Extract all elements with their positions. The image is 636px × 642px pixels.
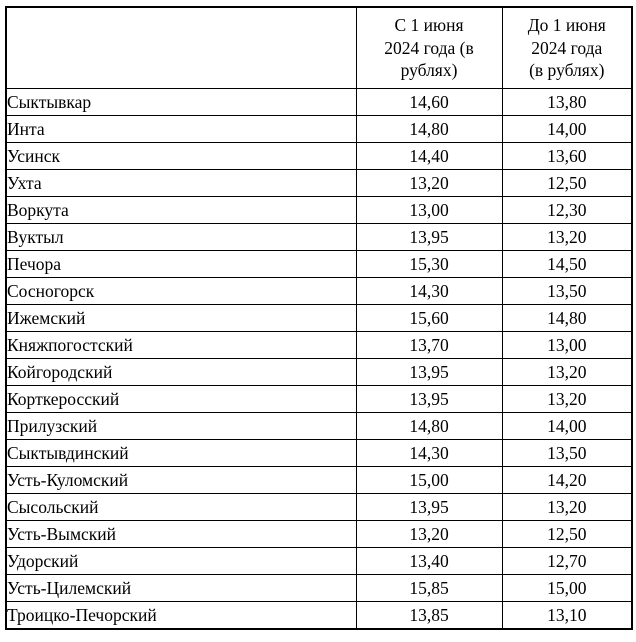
price-before-june: 13,60 — [501, 142, 633, 170]
territory-name: Усть-Куломский — [5, 466, 357, 494]
table-row: Княжпогостский 13,70 13,00 — [5, 331, 633, 359]
table-row: Ижемский 15,60 14,80 — [5, 304, 633, 332]
table-row: Сыктывдинский 14,30 13,50 — [5, 439, 633, 467]
table-row: Печора 15,30 14,50 — [5, 250, 633, 278]
price-from-june: 15,85 — [355, 574, 503, 602]
table-row: Сысольский 13,95 13,20 — [5, 493, 633, 521]
table-row: Койгородский 13,95 13,20 — [5, 358, 633, 386]
price-before-june: 13,50 — [501, 277, 633, 305]
price-before-june: 12,50 — [501, 520, 633, 548]
territory-name: Троицко-Печорский — [5, 601, 357, 630]
price-from-june: 14,30 — [355, 439, 503, 467]
table-row: Усть-Цилемский 15,85 15,00 — [5, 574, 633, 602]
territory-name: Удорский — [5, 547, 357, 575]
territory-name: Прилузский — [5, 412, 357, 440]
price-before-june: 12,30 — [501, 196, 633, 224]
table-row: Усинск 14,40 13,60 — [5, 142, 633, 170]
price-from-june: 14,80 — [355, 412, 503, 440]
price-from-june: 13,20 — [355, 520, 503, 548]
price-from-june: 13,70 — [355, 331, 503, 359]
territory-name: Койгородский — [5, 358, 357, 386]
price-from-june: 14,60 — [355, 88, 503, 116]
price-before-june: 14,80 — [501, 304, 633, 332]
price-before-june: 12,50 — [501, 169, 633, 197]
price-before-june: 12,70 — [501, 547, 633, 575]
table-row: Вуктыл 13,95 13,20 — [5, 223, 633, 251]
price-before-june: 13,50 — [501, 439, 633, 467]
territory-name: Сосногорск — [5, 277, 357, 305]
price-from-june: 13,95 — [355, 493, 503, 521]
price-from-june: 13,85 — [355, 601, 503, 630]
price-before-june: 14,00 — [501, 115, 633, 143]
table-row: Воркута 13,00 12,30 — [5, 196, 633, 224]
col-header-from-june: С 1 июня 2024 года (в рублях) — [355, 6, 503, 89]
header-row: С 1 июня 2024 года (в рублях) До 1 июня … — [5, 6, 633, 89]
table-row: Корткеросский 13,95 13,20 — [5, 385, 633, 413]
price-from-june: 15,00 — [355, 466, 503, 494]
territory-name: Усинск — [5, 142, 357, 170]
price-before-june: 13,00 — [501, 331, 633, 359]
price-from-june: 13,40 — [355, 547, 503, 575]
table-row: Удорский 13,40 12,70 — [5, 547, 633, 575]
price-before-june: 14,20 — [501, 466, 633, 494]
price-before-june: 13,80 — [501, 88, 633, 116]
tariff-table: С 1 июня 2024 года (в рублях) До 1 июня … — [5, 6, 633, 630]
price-from-june: 13,95 — [355, 385, 503, 413]
price-before-june: 13,20 — [501, 493, 633, 521]
table-row: Усть-Куломский 15,00 14,20 — [5, 466, 633, 494]
territory-name: Ухта — [5, 169, 357, 197]
table-row: Ухта 13,20 12,50 — [5, 169, 633, 197]
price-before-june: 13,20 — [501, 358, 633, 386]
territory-name: Сыктывдинский — [5, 439, 357, 467]
price-from-june: 13,95 — [355, 223, 503, 251]
price-from-june: 13,00 — [355, 196, 503, 224]
price-from-june: 15,30 — [355, 250, 503, 278]
territory-name: Вуктыл — [5, 223, 357, 251]
price-from-june: 15,60 — [355, 304, 503, 332]
territory-name: Печора — [5, 250, 357, 278]
territory-name: Княжпогостский — [5, 331, 357, 359]
table-row: Усть-Вымский 13,20 12,50 — [5, 520, 633, 548]
price-before-june: 13,20 — [501, 223, 633, 251]
territory-name: Усть-Вымский — [5, 520, 357, 548]
territory-name: Корткеросский — [5, 385, 357, 413]
table-row: Инта 14,80 14,00 — [5, 115, 633, 143]
territory-name: Ижемский — [5, 304, 357, 332]
table-row: Прилузский 14,80 14,00 — [5, 412, 633, 440]
table-row: Сыктывкар 14,60 13,80 — [5, 88, 633, 116]
price-from-june: 14,80 — [355, 115, 503, 143]
table-body: Сыктывкар 14,60 13,80 Инта 14,80 14,00 Усинс… — [5, 88, 633, 630]
tariff-table-container: С 1 июня 2024 года (в рублях) До 1 июня … — [5, 6, 633, 630]
price-from-june: 14,30 — [355, 277, 503, 305]
price-from-june: 13,20 — [355, 169, 503, 197]
price-before-june: 14,00 — [501, 412, 633, 440]
col-header-before-june: До 1 июня 2024 года (в рублях) — [501, 6, 633, 89]
price-from-june: 13,95 — [355, 358, 503, 386]
price-before-june: 13,10 — [501, 601, 633, 630]
price-before-june: 13,20 — [501, 385, 633, 413]
corner-cell — [5, 6, 357, 89]
territory-name: Сыктывкар — [5, 88, 357, 116]
territory-name: Инта — [5, 115, 357, 143]
table-row: Троицко-Печорский 13,85 13,10 — [5, 601, 633, 630]
table-row: Сосногорск 14,30 13,50 — [5, 277, 633, 305]
price-before-june: 14,50 — [501, 250, 633, 278]
price-from-june: 14,40 — [355, 142, 503, 170]
territory-name: Сысольский — [5, 493, 357, 521]
price-before-june: 15,00 — [501, 574, 633, 602]
territory-name: Усть-Цилемский — [5, 574, 357, 602]
territory-name: Воркута — [5, 196, 357, 224]
